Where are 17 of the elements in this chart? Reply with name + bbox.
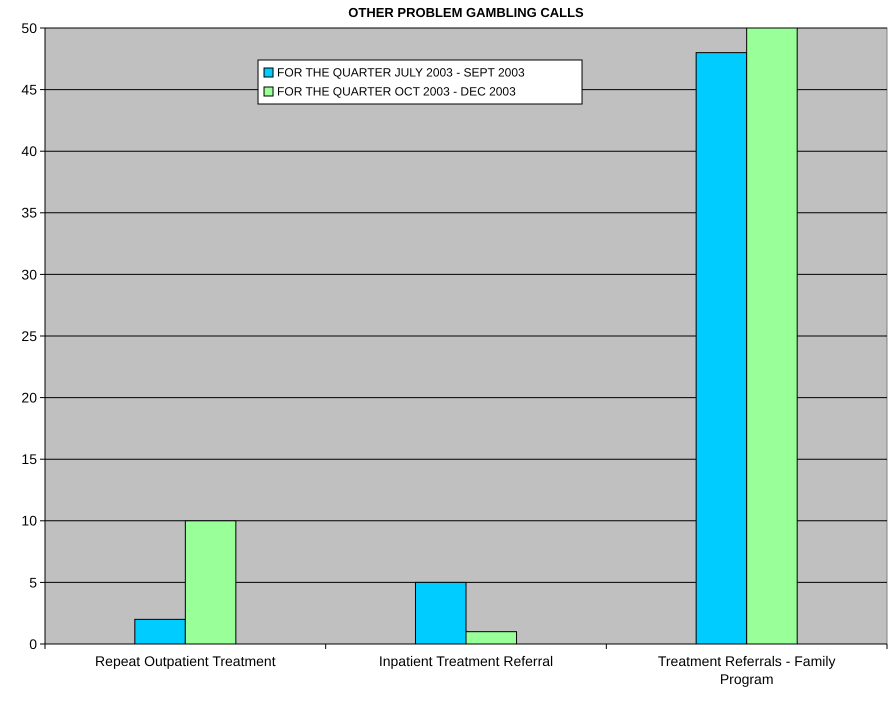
y-tick-label: 10	[21, 512, 38, 529]
y-tick-label: 35	[21, 204, 38, 221]
y-tick-label: 40	[21, 143, 38, 160]
x-tick-label: Inpatient Treatment Referral	[378, 653, 554, 669]
y-tick-label: 20	[21, 390, 38, 406]
legend-label: FOR THE QUARTER JULY 2003 - SEPT 2003	[277, 66, 526, 80]
legend-label: FOR THE QUARTER OCT 2003 - DEC 2003	[277, 84, 516, 99]
y-tick-label: 25	[21, 328, 38, 344]
y-tick-label: 0	[29, 636, 38, 652]
y-tick-label: 30	[21, 266, 38, 282]
x-tick-label: Repeat Outpatient Treatment	[95, 653, 276, 669]
y-tick-label: 45	[21, 82, 38, 98]
y-tick-label: 5	[29, 574, 38, 590]
y-tick-label: 50	[21, 20, 38, 36]
y-tick-label: 15	[21, 451, 38, 468]
chart-title: OTHER PROBLEM GAMBLING CALLS	[348, 5, 584, 20]
x-tick-label: Treatment Referrals - Family Program	[658, 653, 836, 687]
